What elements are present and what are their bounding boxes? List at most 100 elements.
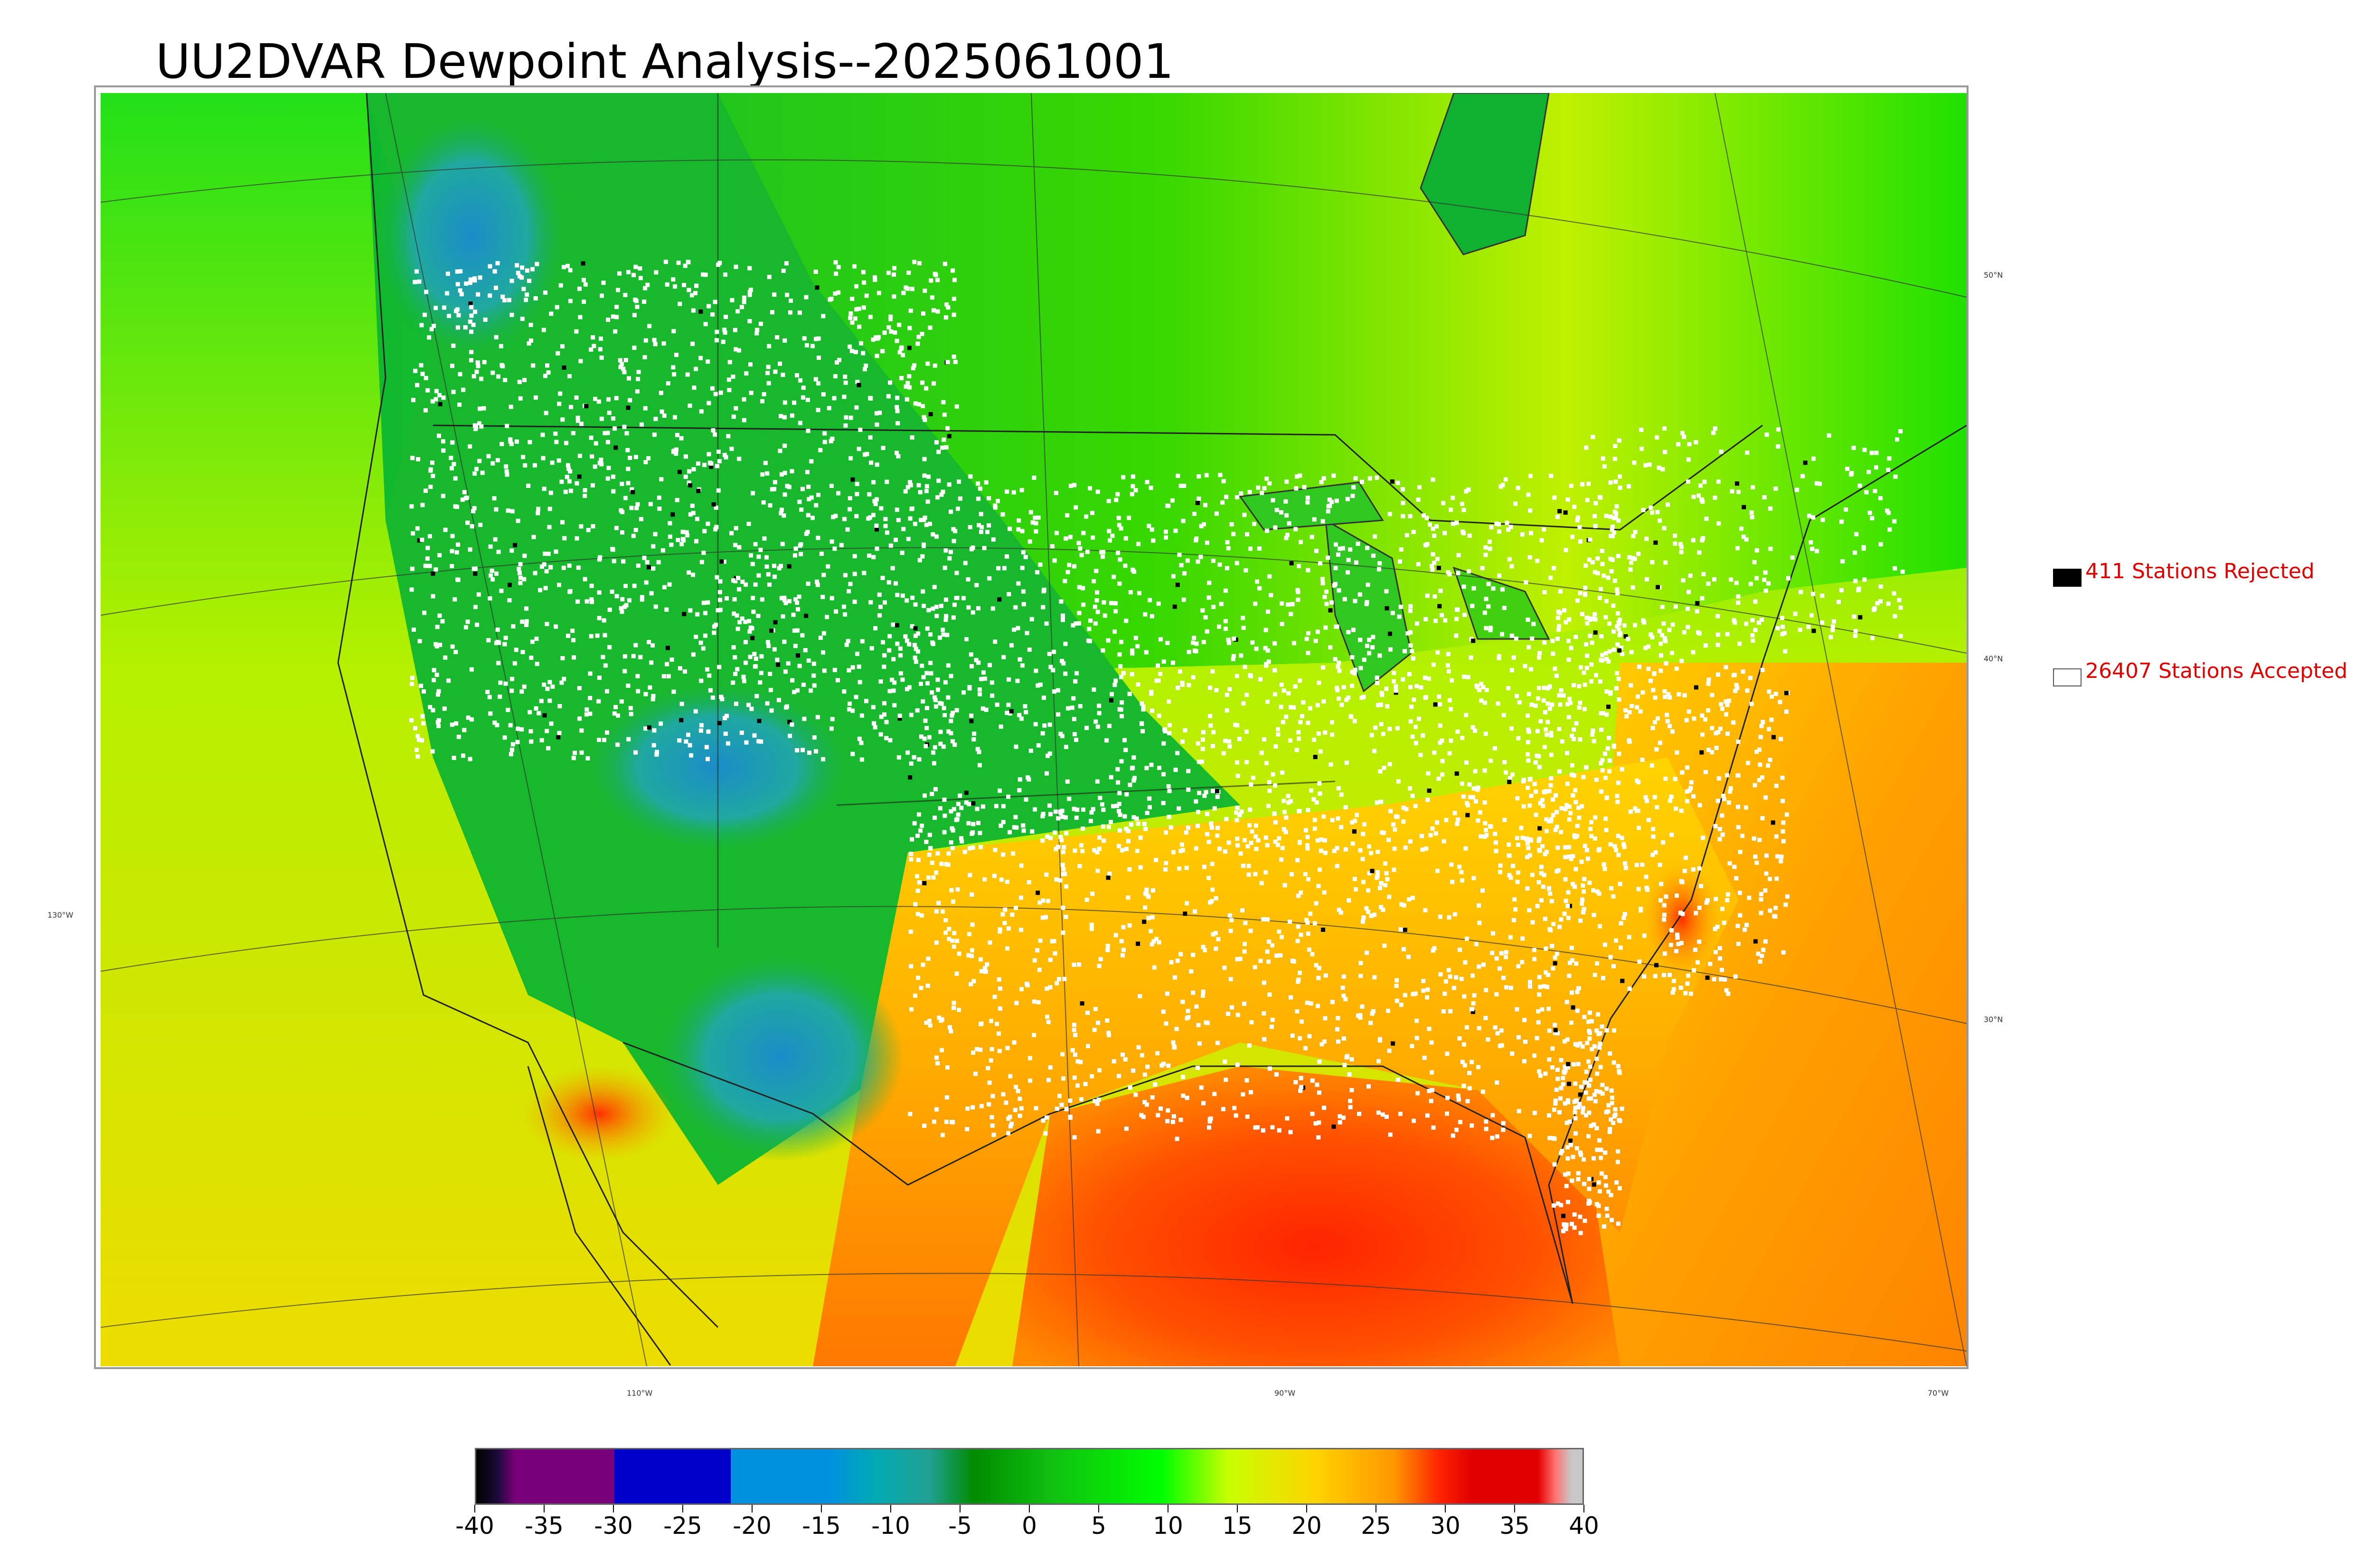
- colorbar-tick-mark: [1445, 1505, 1446, 1512]
- station-marker: [1775, 626, 1780, 630]
- station-marker: [1446, 652, 1451, 657]
- station-marker: [1224, 1078, 1228, 1082]
- station-marker: [1335, 688, 1340, 693]
- station-marker: [922, 415, 926, 420]
- station-marker: [695, 612, 700, 617]
- station-marker: [1173, 528, 1178, 533]
- station-marker: [1572, 683, 1576, 687]
- station-marker: [1193, 909, 1197, 914]
- station-marker: [951, 899, 955, 904]
- station-marker: [1604, 689, 1609, 694]
- station-marker: [1265, 648, 1270, 653]
- station-marker: [1546, 886, 1551, 891]
- station-marker: [991, 1133, 996, 1137]
- station-marker: [1609, 886, 1614, 891]
- station-marker: [1763, 939, 1768, 944]
- station-marker: [463, 625, 468, 629]
- station-marker: [1527, 1134, 1532, 1138]
- station-marker: [939, 862, 944, 866]
- station-marker: [1211, 789, 1215, 793]
- station-marker: [927, 735, 932, 740]
- station-marker: [1273, 525, 1278, 530]
- station-marker: [1464, 760, 1469, 765]
- station-marker: [1272, 641, 1277, 646]
- station-marker: [782, 598, 787, 602]
- station-marker: [716, 608, 720, 612]
- station-marker: [605, 476, 610, 481]
- station-marker: [413, 726, 417, 731]
- station-marker: [1669, 794, 1674, 799]
- station-marker: [1211, 730, 1216, 734]
- station-marker: [1460, 1060, 1465, 1064]
- station-marker: [546, 552, 551, 556]
- station-marker: [908, 930, 913, 934]
- station-marker: [1713, 950, 1718, 955]
- station-marker: [607, 645, 612, 649]
- station-marker: [1408, 719, 1413, 724]
- station-marker: [741, 675, 746, 679]
- station-marker: [926, 957, 931, 961]
- station-marker: [1680, 880, 1685, 884]
- station-marker: [1552, 1136, 1557, 1141]
- station-marker: [1688, 991, 1693, 996]
- station-marker: [1566, 638, 1571, 643]
- station-marker: [1653, 695, 1658, 700]
- station-marker: [1391, 1041, 1395, 1046]
- station-marker: [464, 281, 469, 286]
- station-marker: [816, 408, 820, 413]
- station-marker: [1253, 834, 1258, 839]
- station-marker: [1033, 722, 1038, 727]
- station-marker: [987, 1102, 991, 1107]
- station-marker: [1451, 1133, 1455, 1138]
- station-marker: [1886, 510, 1891, 515]
- station-marker: [1484, 988, 1488, 993]
- station-marker: [424, 290, 429, 294]
- station-marker: [1409, 704, 1414, 709]
- station-marker: [815, 715, 820, 720]
- station-marker: [947, 434, 951, 439]
- dewpoint-map: [101, 93, 1967, 1366]
- station-marker: [1412, 1118, 1416, 1123]
- station-marker: [574, 329, 579, 334]
- station-marker: [921, 962, 925, 967]
- station-marker: [928, 632, 933, 637]
- station-marker: [1527, 555, 1532, 560]
- station-marker: [782, 443, 787, 448]
- station-marker: [1256, 838, 1261, 843]
- station-marker: [1457, 864, 1462, 869]
- station-marker: [420, 537, 424, 542]
- station-marker: [1171, 1114, 1176, 1118]
- station-marker: [1303, 828, 1308, 833]
- station-marker: [638, 276, 643, 281]
- station-marker: [761, 500, 766, 505]
- station-marker: [1640, 758, 1645, 762]
- station-marker: [1549, 899, 1554, 903]
- station-marker: [457, 402, 462, 407]
- station-marker: [1584, 1070, 1589, 1074]
- station-marker: [850, 477, 855, 482]
- colorbar-tick-mark: [1098, 1505, 1099, 1512]
- station-marker: [1336, 696, 1341, 701]
- station-marker: [1767, 689, 1771, 694]
- station-marker: [1020, 529, 1025, 534]
- station-marker: [978, 486, 982, 491]
- station-marker: [1077, 864, 1082, 868]
- station-marker: [992, 873, 997, 878]
- station-marker: [1121, 953, 1125, 958]
- station-marker: [474, 467, 479, 471]
- station-marker: [1537, 826, 1542, 831]
- station-marker: [542, 713, 547, 718]
- station-marker: [1424, 516, 1429, 520]
- station-marker: [1544, 829, 1549, 834]
- accepted-label: 26407 Stations Accepted: [2085, 659, 2348, 683]
- station-marker: [543, 290, 548, 295]
- station-marker: [1604, 828, 1609, 832]
- station-marker: [1559, 1058, 1564, 1062]
- station-marker: [1716, 479, 1721, 484]
- station-marker: [1005, 554, 1009, 559]
- station-marker: [1225, 540, 1230, 545]
- station-marker: [934, 614, 939, 619]
- station-marker: [1253, 823, 1258, 828]
- station-marker: [601, 281, 606, 285]
- station-marker: [1627, 710, 1632, 714]
